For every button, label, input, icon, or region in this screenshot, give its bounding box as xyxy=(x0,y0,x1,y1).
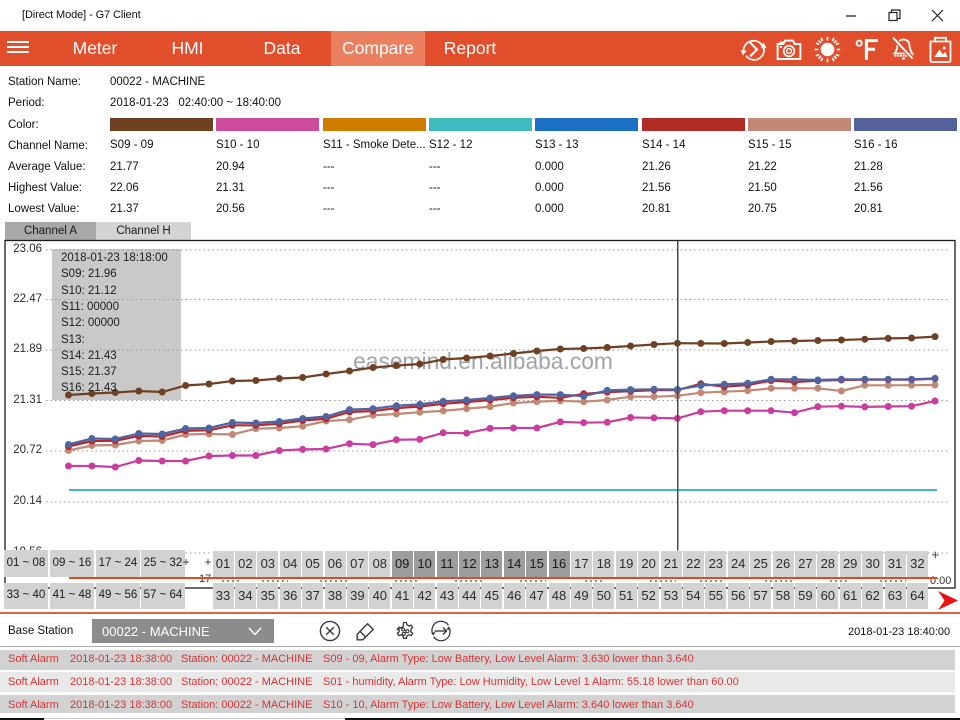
svg-text:easemind.en.alibaba.com: easemind.en.alibaba.com xyxy=(353,348,613,374)
